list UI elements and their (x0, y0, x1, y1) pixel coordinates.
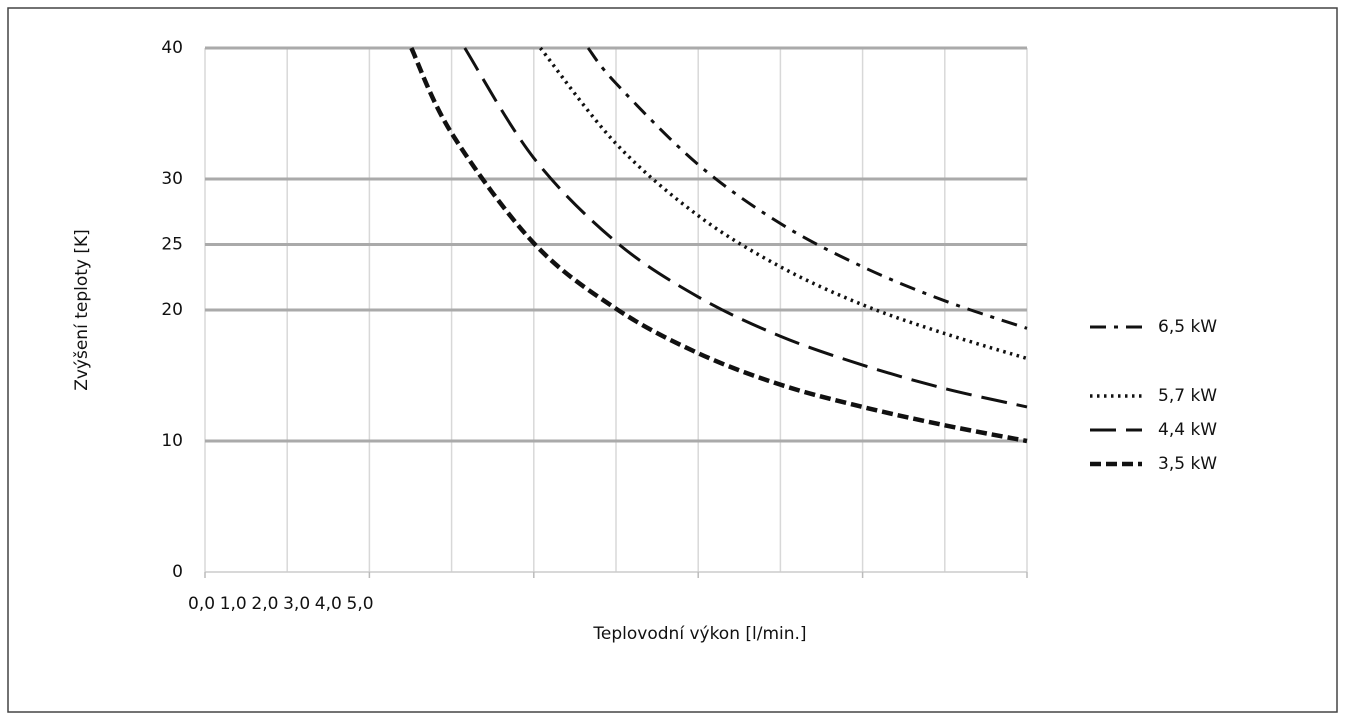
y-tick-label: 0 (172, 562, 183, 582)
legend-label: 6,5 kW (1158, 317, 1217, 337)
x-tick-label: 4,0 (315, 594, 342, 614)
y-tick-label: 25 (161, 235, 183, 255)
y-tick-label: 10 (161, 431, 183, 451)
line-series (586, 47, 1028, 330)
x-tick-label: 2,0 (251, 594, 278, 614)
legend-label: 5,7 kW (1158, 386, 1217, 406)
line-series (463, 47, 1028, 409)
x-axis-title: Teplovodní výkon [l/min.] (592, 624, 806, 644)
x-tick-label: 1,0 (220, 594, 247, 614)
legend-label: 4,4 kW (1158, 420, 1217, 440)
legend-label: 3,5 kW (1158, 454, 1217, 474)
frame (7, 7, 1338, 713)
x-tick-label: 0,0 (188, 594, 215, 614)
x-tick-label: 3,0 (283, 594, 310, 614)
y-tick-label: 40 (161, 38, 183, 58)
y-axis-title: Zvýšení teploty [K] (72, 229, 92, 391)
y-tick-label: 20 (161, 300, 183, 320)
x-tick-label: 5,0 (347, 594, 374, 614)
line-series (539, 46, 1028, 361)
line-series (409, 47, 1028, 444)
y-tick-label: 30 (161, 169, 183, 189)
